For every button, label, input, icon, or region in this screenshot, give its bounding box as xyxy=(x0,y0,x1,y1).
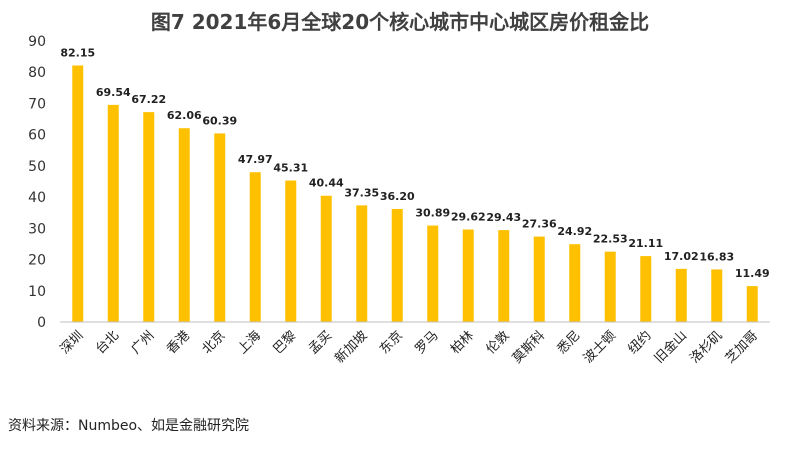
value-label: 37.35 xyxy=(344,186,379,199)
value-label: 30.89 xyxy=(415,207,450,220)
bar xyxy=(604,251,616,322)
bar xyxy=(711,269,723,322)
bar xyxy=(533,236,545,322)
value-label: 16.83 xyxy=(699,250,734,263)
x-tick-label: 深圳 xyxy=(58,328,87,357)
x-tick-label: 广州 xyxy=(129,328,158,357)
x-tick-label: 北京 xyxy=(200,328,229,357)
bar xyxy=(320,195,332,322)
y-tick-label: 80 xyxy=(28,65,46,81)
x-tick-label: 莫斯科 xyxy=(510,328,548,366)
x-tick-label: 香港 xyxy=(164,328,193,357)
x-tick-label: 巴黎 xyxy=(271,328,300,357)
x-tick-label: 孟买 xyxy=(306,328,335,357)
bar xyxy=(675,268,687,322)
bar xyxy=(72,65,84,322)
value-label: 60.39 xyxy=(202,114,237,127)
x-tick-label: 台北 xyxy=(93,328,122,357)
value-label: 36.20 xyxy=(380,190,415,203)
y-tick-label: 0 xyxy=(37,315,46,331)
x-tick-label: 波士顿 xyxy=(581,328,619,366)
x-tick-label: 悉尼 xyxy=(555,328,584,357)
value-label: 29.62 xyxy=(451,211,486,224)
value-label: 21.11 xyxy=(628,237,663,250)
x-tick-label: 旧金山 xyxy=(651,328,690,367)
value-label: 62.06 xyxy=(167,109,202,122)
bar xyxy=(746,286,758,322)
value-label: 29.43 xyxy=(486,211,521,224)
value-label: 17.02 xyxy=(664,250,699,263)
bar xyxy=(285,180,297,322)
bar xyxy=(214,133,226,322)
x-tick-label: 柏林 xyxy=(448,328,477,357)
bar xyxy=(640,256,652,322)
x-tick-label: 罗马 xyxy=(413,328,442,357)
value-label: 69.54 xyxy=(96,86,131,99)
bar xyxy=(356,205,368,322)
value-label: 67.22 xyxy=(131,93,166,106)
y-axis: 0 10 20 30 40 50 60 70 80 90 xyxy=(28,34,46,331)
x-tick-label: 伦敦 xyxy=(483,328,513,358)
chart-title: 图7 2021年6月全球20个核心城市中心城区房价租金比 xyxy=(150,10,650,34)
x-tick-label: 上海 xyxy=(235,328,264,357)
x-tick-label: 洛杉矶 xyxy=(687,328,725,366)
bar xyxy=(498,230,510,322)
x-tick-label: 东京 xyxy=(377,328,406,357)
bar xyxy=(391,208,403,322)
x-tick-label: 纽约 xyxy=(626,328,655,357)
value-label: 22.53 xyxy=(593,233,628,246)
y-tick-label: 40 xyxy=(28,190,46,206)
bars-group xyxy=(72,65,758,322)
y-tick-label: 70 xyxy=(28,96,46,112)
value-label: 11.49 xyxy=(735,267,770,280)
bar xyxy=(427,225,439,322)
y-tick-label: 10 xyxy=(28,284,46,300)
bar xyxy=(107,104,119,322)
value-label: 45.31 xyxy=(273,162,308,175)
value-label: 47.97 xyxy=(238,153,273,166)
bar xyxy=(143,112,155,322)
value-label: 82.15 xyxy=(60,47,95,60)
source-note: 资料来源：Numbeo、如是金融研究院 xyxy=(8,418,250,434)
y-tick-label: 90 xyxy=(28,34,46,50)
value-label: 40.44 xyxy=(309,177,344,190)
bar xyxy=(462,229,474,322)
value-label: 27.36 xyxy=(522,218,557,231)
bar xyxy=(178,128,190,322)
y-tick-label: 60 xyxy=(28,128,46,144)
x-tick-label: 新加坡 xyxy=(332,328,371,367)
x-tick-label: 芝加哥 xyxy=(722,328,761,367)
value-label: 24.92 xyxy=(557,225,592,238)
y-tick-label: 20 xyxy=(28,253,46,269)
bar xyxy=(569,244,581,322)
y-tick-label: 50 xyxy=(28,159,46,175)
bar xyxy=(249,172,261,322)
y-tick-label: 30 xyxy=(28,221,46,237)
